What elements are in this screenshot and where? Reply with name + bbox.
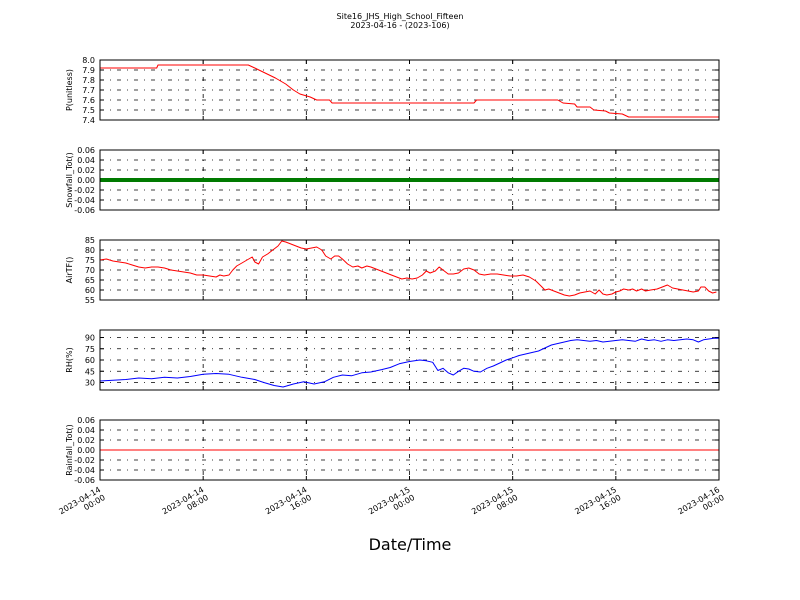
chart-subtitle: 2023-04-16 - (2023-106) <box>350 21 449 30</box>
y-tick-label: 0.04 <box>77 426 95 435</box>
y-tick-label: 75 <box>85 256 95 265</box>
y-tick-label: 45 <box>85 367 95 376</box>
panel-frame <box>99 59 720 121</box>
y-tick-label: 7.8 <box>82 76 95 85</box>
y-tick-label: -0.04 <box>74 466 95 475</box>
chart-panels: 7.47.57.67.77.87.98.0P(unitless)-0.06-0.… <box>65 56 720 485</box>
panel-frame <box>99 149 720 211</box>
y-tick-label: -0.02 <box>74 456 95 465</box>
y-tick-label: 0.06 <box>77 416 95 425</box>
y-tick-label: 7.7 <box>82 86 95 95</box>
panel-pressure: 7.47.57.67.77.87.98.0 P(unitless) <box>65 56 720 125</box>
series-line-airtemp <box>99 240 717 297</box>
y-axis-label: P(unitless) <box>65 69 74 111</box>
y-tick-label: 7.9 <box>82 66 95 75</box>
y-tick-label: 55 <box>85 296 95 305</box>
y-axis-label: AirTF() <box>65 257 74 284</box>
y-tick-label: 7.6 <box>82 96 95 105</box>
y-tick-label: -0.06 <box>74 476 95 485</box>
panel-snowfall: -0.06-0.04-0.020.000.020.040.06Snowfall_… <box>65 146 720 215</box>
y-axis-label: Snowfall_Tot() <box>65 152 74 208</box>
y-tick-label: 60 <box>85 356 95 365</box>
panel-frame <box>99 239 720 301</box>
y-tick-label: 0.06 <box>77 146 95 155</box>
series-line-rh <box>99 337 719 388</box>
chart-title: Site16_JHS_High_School_Fifteen <box>337 12 464 21</box>
y-tick-label: 0.02 <box>77 436 95 445</box>
y-tick-label: 85 <box>85 236 95 245</box>
y-tick-label: 0.02 <box>77 166 95 175</box>
y-tick-label: 0.00 <box>77 446 95 455</box>
panel-rh: 30 45 60 75 90 RH(%) <box>65 329 720 391</box>
series-line-pressure <box>100 64 719 118</box>
panel-frame <box>99 419 720 481</box>
x-axis-title: Date/Time <box>369 535 452 554</box>
y-tick-label: 0.00 <box>77 176 95 185</box>
y-tick-label: -0.06 <box>74 206 95 215</box>
y-tick-label: 7.5 <box>82 106 95 115</box>
y-tick-label: 80 <box>85 246 95 255</box>
y-tick-label: 0.04 <box>77 156 95 165</box>
y-tick-label: -0.04 <box>74 196 95 205</box>
y-tick-label: 90 <box>85 334 95 343</box>
y-tick-label: 7.4 <box>82 116 95 125</box>
y-tick-label: -0.02 <box>74 186 95 195</box>
y-tick-label: 75 <box>85 345 95 354</box>
y-tick-label: 70 <box>85 266 95 275</box>
y-tick-label: 8.0 <box>82 56 95 65</box>
y-axis-label: Rainfall_Tot() <box>65 424 74 476</box>
y-tick-label: 65 <box>85 276 95 285</box>
y-axis-label: RH(%) <box>65 347 74 372</box>
panel-frame <box>99 329 720 391</box>
y-tick-label: 60 <box>85 286 95 295</box>
y-tick-label: 30 <box>85 379 95 388</box>
panel-rainfall: -0.06-0.04-0.020.000.020.040.06Rainfall_… <box>65 416 720 485</box>
